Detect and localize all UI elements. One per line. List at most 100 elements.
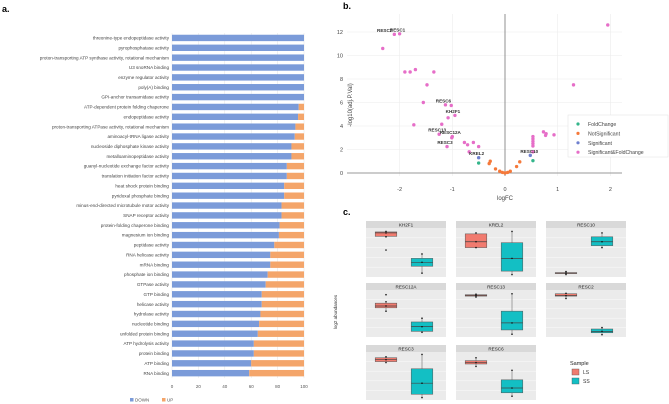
data-point xyxy=(475,293,477,296)
data-point xyxy=(518,160,522,164)
data-point xyxy=(511,257,513,260)
bar-up xyxy=(286,172,304,180)
bar-down xyxy=(172,103,299,111)
data-point xyxy=(511,395,513,397)
data-point xyxy=(475,365,477,368)
bar-down xyxy=(172,192,285,199)
bar-down xyxy=(172,182,285,190)
data-point xyxy=(475,246,477,249)
category-label: proton-transporting ATPase activity, rot… xyxy=(52,124,169,129)
data-point xyxy=(531,139,535,143)
category-label: unfolded protein binding xyxy=(120,331,169,336)
data-point xyxy=(385,305,387,307)
box-ls xyxy=(464,233,488,248)
bar-up xyxy=(279,222,304,229)
bar-up xyxy=(298,103,304,111)
data-point xyxy=(475,361,477,364)
data-point xyxy=(476,144,481,149)
data-point xyxy=(511,387,513,389)
data-point xyxy=(421,325,423,328)
data-point xyxy=(385,293,387,296)
panel-label-a: a. xyxy=(2,4,10,14)
legend-swatch-ls xyxy=(571,368,580,376)
data-point xyxy=(425,83,429,87)
data-point xyxy=(421,317,423,320)
bar-down xyxy=(172,231,279,239)
legend-label: FoldChange xyxy=(588,122,616,128)
x-tick-label: -1 xyxy=(450,187,455,193)
point-label: RESC10 xyxy=(520,149,538,154)
category-label: GPI-anchor transamidase activity xyxy=(101,95,169,100)
data-point xyxy=(421,396,423,399)
category-label: helicase activity xyxy=(137,302,170,307)
bar-down xyxy=(172,271,268,278)
facet-title: KREL2 xyxy=(489,222,504,227)
data-point xyxy=(601,333,603,336)
data-point xyxy=(467,150,471,154)
facet-title: RESC3 xyxy=(398,346,414,351)
bar-up xyxy=(253,350,304,357)
category-label: magnesium ion binding xyxy=(122,233,170,238)
data-point xyxy=(449,103,453,108)
bar-down xyxy=(172,153,292,160)
data-point xyxy=(421,331,423,334)
facet-strip xyxy=(456,221,536,228)
bar-up xyxy=(265,281,304,288)
bar-down xyxy=(172,212,282,219)
data-point xyxy=(511,292,513,295)
category-label: threonine-type endopeptidase activity xyxy=(93,36,170,41)
data-point xyxy=(413,67,418,72)
y-tick-label: 10 xyxy=(337,54,343,60)
data-point xyxy=(606,23,610,27)
data-point xyxy=(601,246,603,249)
bar-up xyxy=(267,271,304,278)
data-point xyxy=(487,161,491,166)
y-tick-label: 0 xyxy=(340,171,343,177)
data-point xyxy=(421,382,423,385)
category-label: U3 snoRNA binding xyxy=(129,65,170,70)
bar-up xyxy=(274,241,304,249)
x-tick-label: 100 xyxy=(300,384,308,389)
bar-down xyxy=(172,133,295,140)
box-ss xyxy=(410,368,434,395)
category-label: endopeptidase activity xyxy=(124,114,170,119)
bar-up xyxy=(281,202,304,209)
facet-strip xyxy=(456,345,536,352)
bar-up xyxy=(291,153,304,160)
data-point xyxy=(528,153,532,158)
data-point xyxy=(453,113,457,118)
point-label: RESC13 xyxy=(428,128,446,133)
data-point xyxy=(511,322,513,324)
box-ss xyxy=(500,242,524,272)
category-label: aminoacyl-tRNA ligase activity xyxy=(107,134,169,139)
panel-label-c: c. xyxy=(343,207,351,217)
data-point xyxy=(531,134,535,139)
category-label: RNA binding xyxy=(143,371,169,376)
point-label: RESC3 xyxy=(437,140,453,145)
bar-down xyxy=(172,320,260,328)
facet-strip xyxy=(366,283,446,290)
data-point xyxy=(601,240,603,243)
data-point xyxy=(531,158,535,163)
bar-up xyxy=(281,212,304,219)
category-label: translation initiation factor activity xyxy=(102,174,170,179)
data-point xyxy=(385,358,387,361)
bar-up xyxy=(270,261,304,268)
bar-down xyxy=(172,202,282,209)
data-point xyxy=(601,330,603,333)
bar-down xyxy=(172,360,252,367)
category-label: ATP binding xyxy=(144,361,169,366)
legend-label: NotSignificant xyxy=(588,131,621,137)
data-point xyxy=(385,249,387,251)
data-point xyxy=(511,369,513,372)
bar-up xyxy=(286,162,304,170)
bar-up xyxy=(295,123,304,130)
data-point xyxy=(508,169,512,173)
x-axis-label: logFC xyxy=(497,196,514,202)
legend-label-down: DOWN xyxy=(135,398,149,403)
category-label: ATP-dependent protein folding chaperone xyxy=(84,105,169,110)
x-tick-label: 1 xyxy=(556,187,559,193)
bar-down xyxy=(172,54,304,61)
category-label: poly(A) binding xyxy=(138,85,169,90)
